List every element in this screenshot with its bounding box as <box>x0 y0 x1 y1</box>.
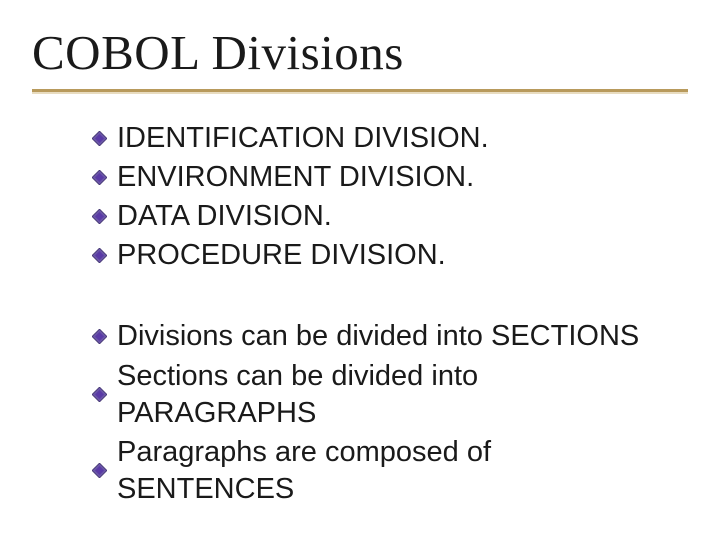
list-item: IDENTIFICATION DIVISION. <box>92 120 648 157</box>
bullet-text: DATA DIVISION. <box>117 198 332 235</box>
diamond-icon <box>92 131 107 146</box>
diamond-icon <box>92 209 107 224</box>
diamond-icon <box>92 170 107 185</box>
bullet-text: Divisions can be divided into SECTIONS <box>117 318 639 355</box>
bullet-text: IDENTIFICATION DIVISION. <box>117 120 489 157</box>
list-item: Divisions can be divided into SECTIONS <box>92 318 648 355</box>
title-wrap: COBOL Divisions <box>32 24 688 81</box>
bullet-text: Paragraphs are composed of SENTENCES <box>117 434 648 508</box>
diamond-icon <box>92 248 107 263</box>
list-item: Sections can be divided into PARAGRAPHS <box>92 358 648 432</box>
list-item: PROCEDURE DIVISION. <box>92 237 648 274</box>
bullet-text: ENVIRONMENT DIVISION. <box>117 159 474 196</box>
slide-title: COBOL Divisions <box>32 24 688 81</box>
list-item: ENVIRONMENT DIVISION. <box>92 159 648 196</box>
list-item: DATA DIVISION. <box>92 198 648 235</box>
content-area: IDENTIFICATION DIVISION. ENVIRONMENT DIV… <box>32 120 688 508</box>
bullet-group-2: Divisions can be divided into SECTIONS S… <box>92 318 648 508</box>
list-item: Paragraphs are composed of SENTENCES <box>92 434 648 508</box>
diamond-icon <box>92 387 107 402</box>
bullet-group-1: IDENTIFICATION DIVISION. ENVIRONMENT DIV… <box>92 120 648 274</box>
group-spacer <box>92 276 648 318</box>
diamond-icon <box>92 463 107 478</box>
bullet-text: PROCEDURE DIVISION. <box>117 237 446 274</box>
bullet-text: Sections can be divided into PARAGRAPHS <box>117 358 648 432</box>
slide-container: COBOL Divisions IDENTIFICATION DIVISION. <box>0 0 720 540</box>
title-underline <box>32 89 688 92</box>
diamond-icon <box>92 329 107 344</box>
